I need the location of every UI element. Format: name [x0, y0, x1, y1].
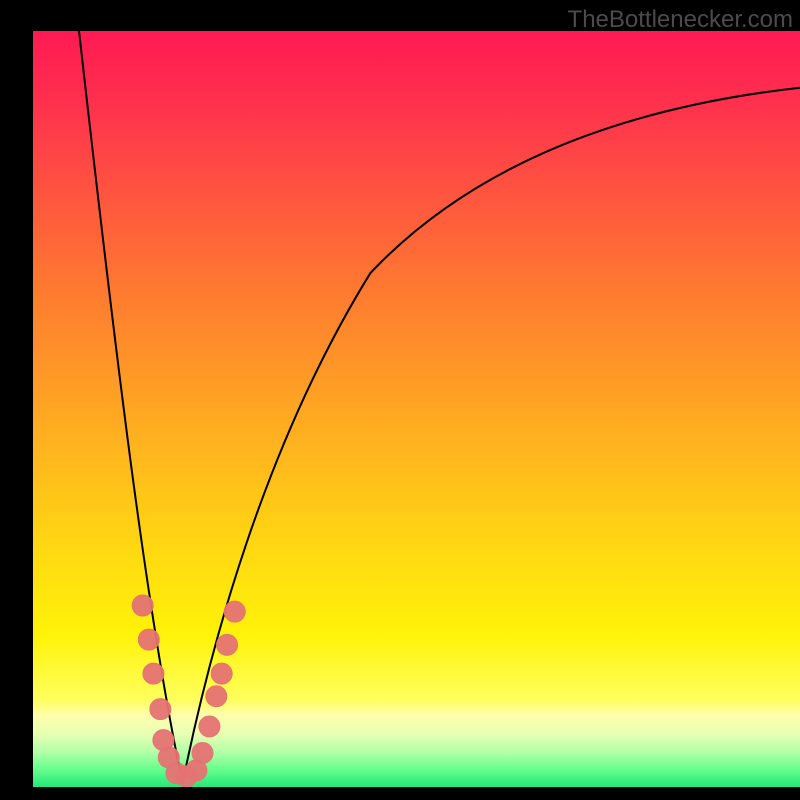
data-marker [199, 716, 220, 737]
data-marker [132, 595, 153, 616]
bottleneck-curve [79, 31, 800, 783]
chart-svg [33, 31, 800, 787]
data-marker [143, 663, 164, 684]
data-marker [211, 663, 232, 684]
plot-area [33, 31, 800, 787]
chart-stage: TheBottlenecker.com [0, 0, 800, 800]
data-marker [150, 699, 171, 720]
data-marker [206, 686, 227, 707]
data-marker [217, 634, 238, 655]
data-marker [224, 601, 245, 622]
data-marker [138, 629, 159, 650]
data-marker [192, 742, 213, 763]
